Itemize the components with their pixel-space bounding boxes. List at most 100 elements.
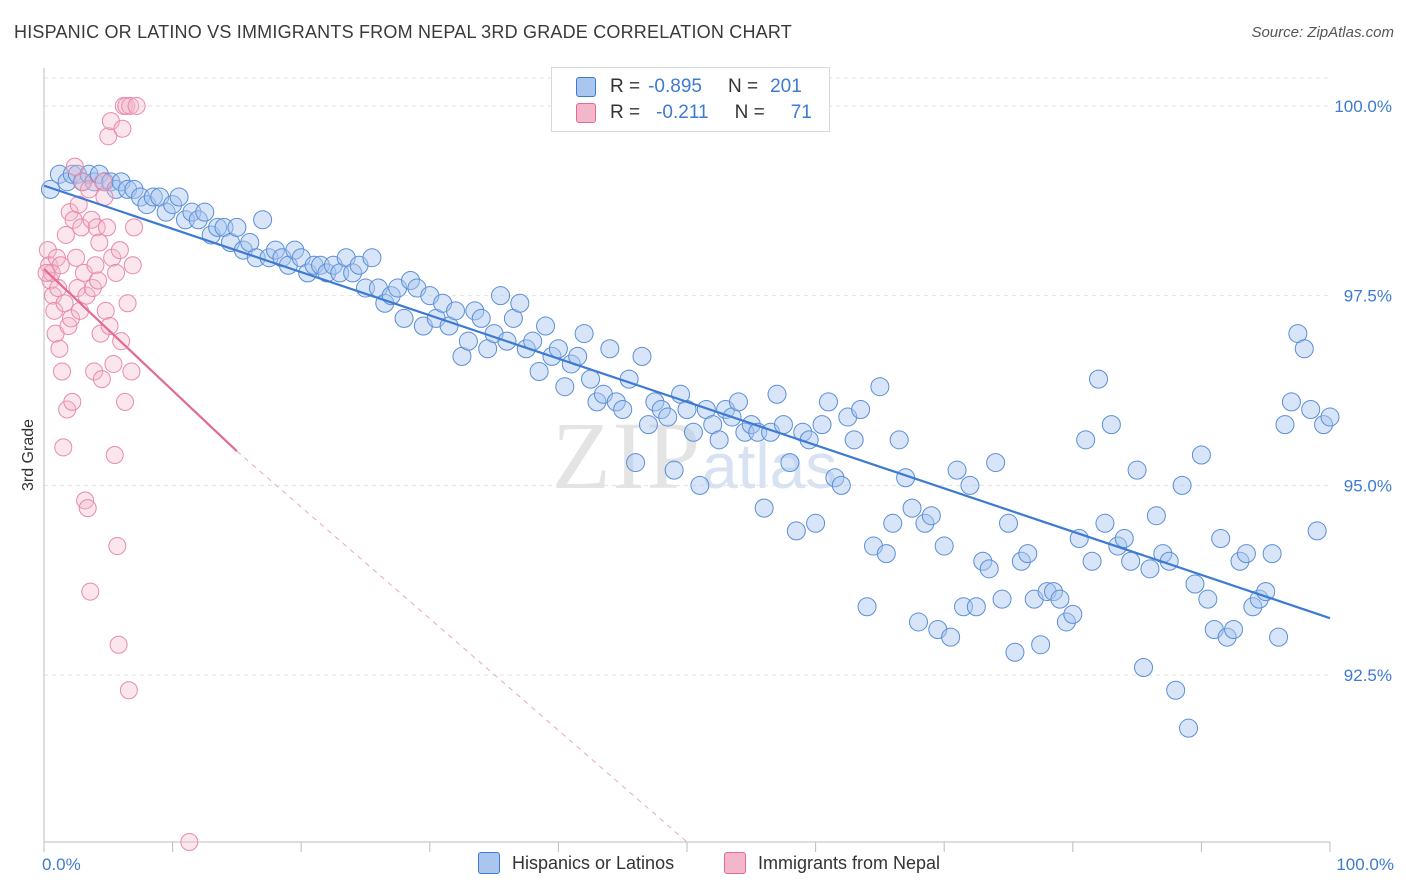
data-point-hispanics	[227, 217, 247, 237]
data-point-hispanics	[285, 240, 305, 260]
data-point-hispanics	[510, 293, 530, 313]
data-point-hispanics	[156, 202, 176, 222]
legend-item-hispanics[interactable]: Hispanics or Latinos	[478, 852, 674, 874]
data-point-nepal	[96, 301, 115, 320]
data-point-nepal	[119, 681, 138, 700]
data-point-nepal	[45, 301, 64, 320]
data-point-hispanics	[600, 339, 620, 359]
data-point-nepal	[38, 241, 57, 260]
y-axis-label: 3rd Grade	[20, 419, 37, 491]
data-point-nepal	[125, 218, 144, 237]
data-point-hispanics	[587, 392, 607, 412]
legend-row-pink: R = -0.211 N = 71	[576, 101, 812, 125]
data-point-hispanics	[1031, 635, 1051, 655]
y-tick-label: 92.5%	[1344, 666, 1392, 685]
data-point-hispanics	[555, 377, 575, 397]
data-point-nepal	[56, 225, 75, 244]
data-point-nepal	[104, 354, 123, 373]
data-point-nepal	[50, 339, 69, 358]
legend-item-nepal[interactable]: Immigrants from Nepal	[724, 852, 940, 874]
tick-labels: 100.0% 97.5% 95.0% 92.5% 0.0% 100.0%	[42, 97, 1394, 874]
data-point-hispanics	[1166, 680, 1186, 700]
data-point-nepal	[53, 362, 72, 381]
data-point-hispanics	[394, 308, 414, 328]
data-point-hispanics	[651, 399, 671, 419]
trendline-hispanics	[43, 184, 1331, 620]
data-point-hispanics	[812, 415, 832, 435]
data-point-nepal	[63, 392, 82, 411]
data-point-hispanics	[986, 453, 1006, 473]
data-point-hispanics	[780, 453, 800, 473]
data-point-nepal	[180, 833, 199, 851]
data-point-nepal	[62, 309, 81, 328]
data-point-hispanics	[677, 399, 697, 419]
axes	[43, 68, 1331, 852]
data-point-hispanics	[908, 612, 928, 632]
data-point-hispanics	[825, 468, 845, 488]
data-point-nepal	[80, 180, 99, 199]
data-point-hispanics	[1005, 642, 1025, 662]
data-point-hispanics	[253, 210, 273, 230]
data-point-hispanics	[169, 187, 189, 207]
data-point-hispanics	[1089, 369, 1109, 389]
data-point-hispanics	[1191, 445, 1211, 465]
data-point-hispanics	[1044, 582, 1064, 602]
data-point-hispanics	[606, 392, 626, 412]
legend-swatch-hispanics	[478, 852, 500, 874]
watermark: ZIPatlas	[552, 400, 837, 511]
data-point-hispanics	[831, 475, 851, 495]
y-tick-label: 97.5%	[1344, 287, 1392, 306]
data-point-hispanics	[941, 627, 961, 647]
data-point-hispanics	[401, 270, 421, 290]
data-point-hispanics	[1269, 627, 1289, 647]
data-point-hispanics	[857, 597, 877, 617]
data-point-hispanics	[1262, 544, 1282, 564]
data-point-hispanics	[806, 513, 826, 533]
data-point-hispanics	[1249, 589, 1269, 609]
data-point-hispanics	[1069, 528, 1089, 548]
legend-n-label: N =	[727, 76, 759, 97]
data-point-hispanics	[844, 430, 864, 450]
chart-title: HISPANIC OR LATINO VS IMMIGRANTS FROM NE…	[14, 22, 792, 42]
legend-swatch-blue	[576, 77, 596, 97]
data-point-hispanics	[626, 453, 646, 473]
data-point-hispanics	[1134, 657, 1154, 677]
data-point-nepal	[65, 157, 84, 176]
data-point-hispanics	[343, 263, 363, 283]
data-point-hispanics	[876, 544, 896, 564]
data-point-nepal	[121, 96, 140, 115]
data-point-nepal	[49, 279, 68, 298]
legend-stats: R = -0.895 N = 201 R = -0.211 N = 71	[551, 67, 830, 132]
data-point-nepal	[99, 127, 118, 146]
trendline-nepal	[43, 268, 238, 453]
data-point-hispanics	[195, 202, 215, 222]
data-point-hispanics	[1172, 475, 1192, 495]
watermark-zip: ZIP	[552, 402, 702, 509]
data-point-hispanics	[1185, 574, 1205, 594]
legend-r-value: -0.211	[656, 102, 709, 123]
data-point-nepal	[91, 324, 110, 343]
data-point-hispanics	[664, 460, 684, 480]
data-point-hispanics	[491, 286, 511, 306]
data-point-hispanics	[62, 164, 82, 184]
legend-row-blue: R = -0.895 N = 201	[576, 75, 802, 99]
data-point-nepal	[86, 256, 105, 275]
data-point-nepal	[85, 362, 104, 381]
data-point-hispanics	[1114, 528, 1134, 548]
data-point-hispanics	[1217, 627, 1237, 647]
data-point-hispanics	[645, 392, 665, 412]
legend-label-nepal: Immigrants from Nepal	[758, 852, 941, 873]
data-point-nepal	[69, 195, 88, 214]
data-point-hispanics	[613, 399, 633, 419]
data-point-hispanics	[1140, 559, 1160, 579]
watermark-atlas: atlas	[702, 430, 838, 502]
data-point-hispanics	[124, 179, 144, 199]
legend-n-label: N =	[734, 102, 765, 123]
data-point-hispanics	[574, 324, 594, 344]
data-point-nepal	[51, 256, 70, 275]
data-point-hispanics	[529, 362, 549, 382]
data-point-hispanics	[632, 346, 652, 366]
x-tick-label: 100.0%	[1336, 855, 1394, 874]
data-point-hispanics	[362, 248, 382, 268]
data-point-hispanics	[1011, 551, 1031, 571]
